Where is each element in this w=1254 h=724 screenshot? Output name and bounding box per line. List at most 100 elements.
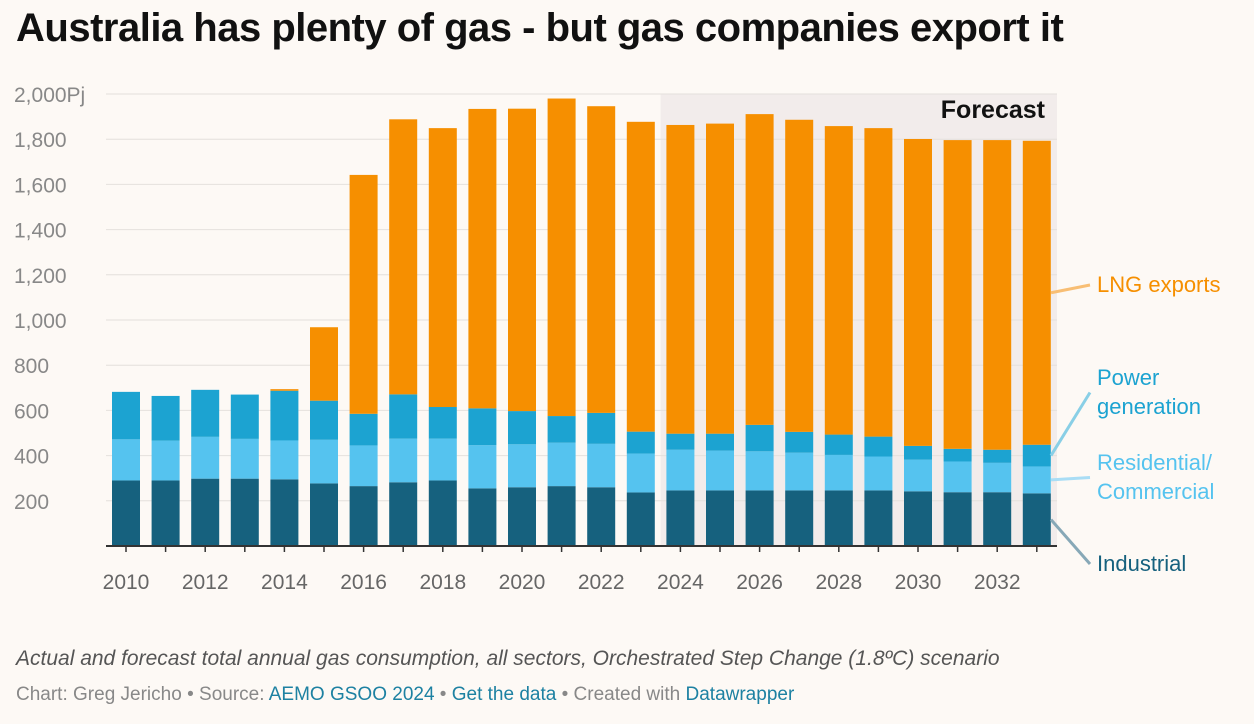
- y-tick-label: 200: [14, 491, 49, 514]
- get-the-data-link[interactable]: Get the data: [451, 684, 557, 705]
- bar-lng: [270, 389, 299, 391]
- bar-power: [1022, 444, 1051, 467]
- datawrapper-link[interactable]: Datawrapper: [685, 684, 795, 705]
- legend: Industrial Residential/Commercial Power gen…: [1049, 272, 1221, 576]
- legend-leader-residential: [1050, 476, 1091, 482]
- bar-industrial: [587, 487, 616, 546]
- bar-stack-2026: [745, 114, 774, 546]
- bar-lng: [310, 327, 338, 401]
- bar-lng: [587, 106, 616, 413]
- bar-lng: [983, 140, 1012, 450]
- bar-residential: [943, 461, 972, 493]
- bar-stack-2015: [310, 327, 338, 546]
- created-with-label: Created with: [573, 684, 686, 705]
- bar-industrial: [112, 480, 140, 546]
- legend-label-residential: Residential/: [1097, 450, 1213, 475]
- bar-stack-2028: [824, 126, 853, 546]
- bar-stack-2030: [904, 138, 932, 546]
- bar-industrial: [864, 490, 893, 546]
- y-tick-label: 600: [14, 400, 49, 423]
- chart-svg: Forecast 200 400 600 800 1,000 1,200 1,400 1,60…: [14, 84, 1221, 594]
- x-tick-label: 2010: [103, 571, 150, 594]
- bar-stack-2020: [508, 108, 536, 546]
- source-link[interactable]: AEMO GSOO 2024: [268, 684, 435, 705]
- footer-separator: •: [556, 684, 574, 705]
- bar-stack-2013: [230, 394, 259, 546]
- x-tick-label: 2012: [182, 571, 229, 594]
- bar-stack-2022: [587, 106, 616, 546]
- bar-power: [151, 395, 180, 441]
- bar-industrial: [706, 490, 734, 546]
- bar-power: [428, 407, 457, 439]
- bar-power: [824, 434, 853, 455]
- legend-leader-power: [1049, 391, 1092, 457]
- bar-residential: [508, 444, 536, 488]
- x-tick-label: 2032: [974, 571, 1021, 594]
- bar-stack-2016: [349, 174, 378, 546]
- bar-lng: [1022, 140, 1051, 445]
- y-tick-label: 400: [14, 446, 49, 469]
- bar-lng: [389, 119, 418, 395]
- bar-power: [508, 411, 536, 445]
- bar-power: [864, 436, 893, 457]
- bar-lng: [943, 140, 972, 449]
- bar-residential: [151, 440, 180, 481]
- bar-stack-2017: [389, 119, 418, 546]
- footer-separator: •: [434, 684, 452, 705]
- bar-residential: [785, 452, 814, 491]
- bar-residential: [904, 459, 932, 492]
- bar-stack-2033: [1022, 140, 1051, 546]
- bar-industrial: [745, 490, 774, 546]
- x-tick-label: 2020: [499, 571, 546, 594]
- bar-lng: [626, 121, 655, 432]
- bar-industrial: [508, 487, 536, 546]
- x-tick-label: 2018: [419, 571, 466, 594]
- footer-separator: •: [181, 684, 200, 705]
- bar-industrial: [349, 486, 378, 546]
- bar-stack-2021: [547, 98, 576, 546]
- bar-residential: [824, 454, 853, 491]
- bar-industrial: [230, 478, 259, 546]
- bar-industrial: [191, 478, 220, 546]
- bar-stack-2018: [428, 128, 457, 546]
- legend-leader-lng: [1050, 283, 1091, 295]
- bar-industrial: [389, 482, 418, 546]
- bar-stack-2023: [626, 121, 655, 546]
- bar-residential: [270, 440, 299, 480]
- bar-industrial: [428, 480, 457, 546]
- legend-label-industrial: Industrial: [1097, 551, 1186, 576]
- y-tick-label: 1,800: [14, 129, 67, 152]
- bar-industrial: [310, 483, 338, 546]
- x-tick-label: 2016: [340, 571, 387, 594]
- bar-industrial: [904, 491, 932, 546]
- bar-power: [904, 445, 932, 460]
- bar-industrial: [151, 480, 180, 546]
- x-axis: 2010 2012 2014 2016 2018 2020 2022 2024 2026 2028…: [103, 546, 1038, 594]
- forecast-label: Forecast: [941, 96, 1046, 124]
- bar-stack-2027: [785, 119, 814, 546]
- bar-residential: [191, 436, 220, 479]
- bar-residential: [666, 449, 695, 491]
- bar-residential: [112, 439, 140, 481]
- bar-power: [389, 394, 418, 439]
- bar-power: [468, 408, 497, 446]
- bar-residential: [310, 439, 338, 484]
- legend-label-power: generation: [1097, 394, 1201, 419]
- bar-industrial: [943, 492, 972, 546]
- y-tick-label: 1,400: [14, 220, 67, 243]
- x-tick-label: 2022: [578, 571, 625, 594]
- bar-lng: [824, 126, 853, 435]
- bar-lng: [468, 108, 497, 409]
- bar-industrial: [666, 490, 695, 546]
- bars: [112, 98, 1051, 546]
- y-tick-label: 1,200: [14, 265, 67, 288]
- legend-label-residential: Commercial: [1097, 479, 1214, 504]
- gridlines: [106, 93, 1057, 502]
- chart-caption: Actual and forecast total annual gas con…: [16, 647, 1000, 670]
- bar-power: [230, 394, 259, 439]
- bar-stack-2025: [706, 123, 734, 546]
- bar-industrial: [626, 492, 655, 546]
- bar-power: [587, 412, 616, 444]
- bar-stack-2031: [943, 140, 972, 546]
- bar-residential: [983, 462, 1012, 493]
